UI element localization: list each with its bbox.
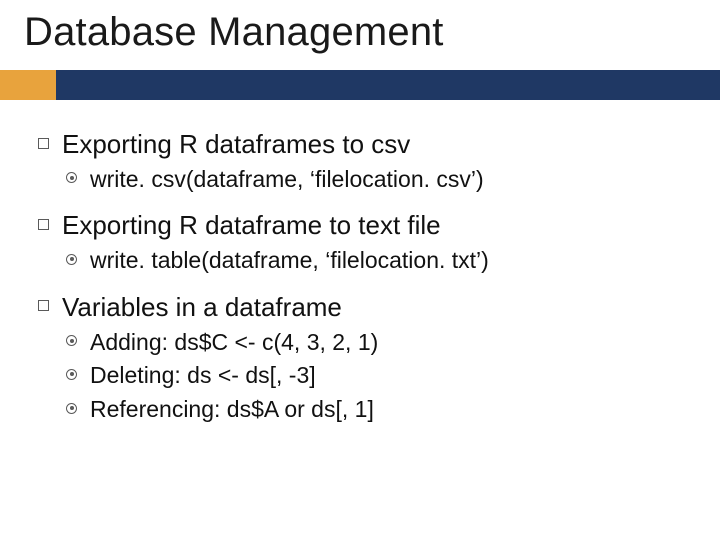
level1-text: Exporting R dataframe to text file — [62, 211, 441, 241]
square-bullet-icon — [38, 293, 56, 319]
list-subitem: Adding: ds$C <- c(4, 3, 2, 1) — [66, 329, 690, 357]
list-item: Exporting R dataframes to csv write. csv… — [38, 130, 690, 193]
list-item: Variables in a dataframe Adding: ds$C <-… — [38, 293, 690, 424]
circle-dot-bullet-icon — [66, 166, 86, 190]
accent-blue — [56, 70, 720, 100]
list-item: Exporting R dataframe to text file write… — [38, 211, 690, 274]
square-bullet-icon — [38, 130, 56, 156]
level2-text: Adding: ds$C <- c(4, 3, 2, 1) — [90, 329, 378, 357]
square-bullet-icon — [38, 211, 56, 237]
list-subitem: write. table(dataframe, ‘filelocation. t… — [66, 247, 690, 275]
slide-title: Database Management — [24, 10, 444, 55]
list-subitem: write. csv(dataframe, ‘filelocation. csv… — [66, 166, 690, 194]
circle-dot-bullet-icon — [66, 247, 86, 271]
list-subitem: Referencing: ds$A or ds[, 1] — [66, 396, 690, 424]
content-area: Exporting R dataframes to csv write. csv… — [38, 130, 690, 442]
list-subitem: Deleting: ds <- ds[, -3] — [66, 362, 690, 390]
slide: Database Management Exporting R datafram… — [0, 0, 720, 540]
level2-text: Referencing: ds$A or ds[, 1] — [90, 396, 374, 424]
circle-dot-bullet-icon — [66, 396, 86, 420]
level2-text: write. csv(dataframe, ‘filelocation. csv… — [90, 166, 484, 194]
level1-text: Variables in a dataframe — [62, 293, 342, 323]
accent-orange — [0, 70, 56, 100]
circle-dot-bullet-icon — [66, 329, 86, 353]
circle-dot-bullet-icon — [66, 362, 86, 386]
level2-text: Deleting: ds <- ds[, -3] — [90, 362, 316, 390]
level1-text: Exporting R dataframes to csv — [62, 130, 410, 160]
level2-text: write. table(dataframe, ‘filelocation. t… — [90, 247, 489, 275]
accent-bar — [0, 70, 720, 100]
